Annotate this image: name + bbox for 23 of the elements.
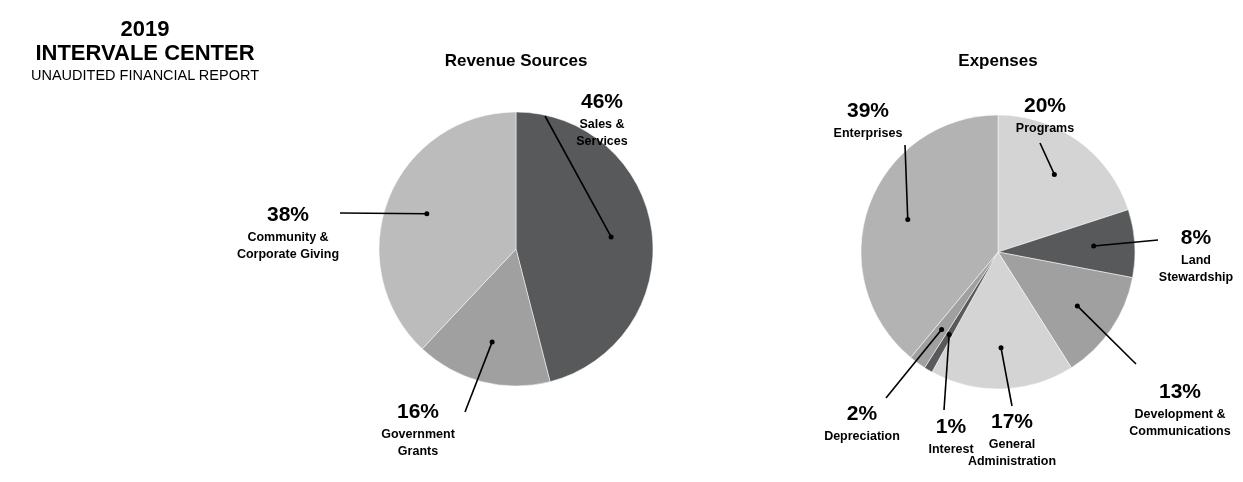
data-label: 13% <box>1158 379 1202 402</box>
data-label: 1% <box>935 414 967 437</box>
data-label: 20% <box>1023 93 1067 116</box>
slice-label: Depreciation <box>824 429 900 443</box>
slice-label: Interest <box>928 442 975 456</box>
data-label: 38% <box>266 202 310 225</box>
text: INTERVALE CENTER <box>35 40 255 65</box>
data-label: 8% <box>1180 225 1212 248</box>
slice-label: Land Stewardship <box>1158 253 1234 284</box>
data-label: 39% <box>846 98 890 121</box>
data-label: 17% <box>990 409 1034 432</box>
slice-label: Development & Communications <box>1129 407 1231 438</box>
slice-label: Community & Corporate Giving <box>236 230 340 261</box>
text: UNAUDITED FINANCIAL REPORT <box>31 67 260 83</box>
data-label: 46% <box>580 89 624 112</box>
text: 2019 <box>120 16 170 41</box>
slice-label: Programs <box>1015 121 1075 135</box>
slice-label: Enterprises <box>833 126 903 140</box>
data-label: 16% <box>396 399 440 422</box>
data-label: 2% <box>846 401 878 424</box>
chart-title: Expenses <box>958 51 1038 70</box>
slice-label: Government Grants <box>381 427 456 458</box>
chart-title: Revenue Sources <box>444 51 588 70</box>
